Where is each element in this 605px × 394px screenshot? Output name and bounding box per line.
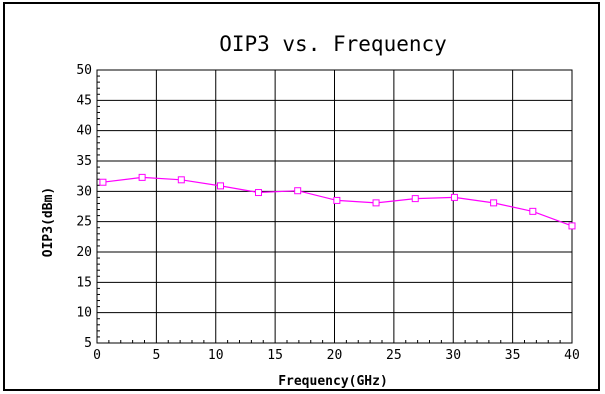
data-point-marker: [177, 176, 185, 184]
data-point-marker: [294, 187, 302, 195]
x-tick-label: 5: [152, 348, 160, 363]
data-point-marker: [333, 196, 341, 204]
y-tick-label: 25: [76, 215, 92, 230]
chart-title: OIP3 vs. Frequency: [219, 32, 447, 56]
x-tick-label: 10: [208, 348, 224, 363]
y-tick-label: 10: [76, 306, 92, 321]
data-point-marker: [372, 199, 380, 207]
x-tick-label: 40: [564, 348, 580, 363]
y-tick-label: 40: [76, 124, 92, 139]
x-tick-label: 15: [267, 348, 283, 363]
data-point-marker: [529, 207, 537, 215]
y-tick-label: 35: [76, 154, 92, 169]
y-tick-label: 20: [76, 245, 92, 260]
y-axis-label: OIP3(dBm): [41, 187, 56, 257]
data-point-marker: [568, 222, 576, 230]
y-tick-labels: 5 10 15 20 25 30 35 40 45 50: [76, 63, 92, 351]
x-tick-label: 35: [505, 348, 521, 363]
data-point-marker: [490, 199, 498, 207]
y-tick-label: 45: [76, 93, 92, 108]
series-group: [99, 173, 576, 230]
y-tick-label: 5: [84, 336, 92, 351]
x-axis-label: Frequency(GHz): [278, 374, 388, 389]
grid-lines: [96, 69, 573, 344]
y-tick-label: 15: [76, 275, 92, 290]
data-point-marker: [450, 193, 458, 201]
data-point-marker: [99, 178, 107, 186]
data-point-marker: [255, 189, 262, 197]
data-point-marker: [411, 195, 419, 203]
y-tick-label: 30: [76, 184, 92, 199]
x-tick-labels: 0 5 10 15 20 25 30 35 40: [93, 348, 580, 363]
plot-area: [96, 69, 573, 344]
x-tick-label: 25: [386, 348, 402, 363]
data-point-marker: [217, 182, 224, 190]
data-point-marker: [138, 173, 146, 181]
minor-ticks: [97, 75, 561, 343]
x-tick-label: 0: [93, 348, 101, 363]
chart-frame: [3, 2, 600, 391]
x-tick-label: 30: [445, 348, 461, 363]
y-tick-label: 50: [76, 63, 92, 78]
x-tick-label: 20: [327, 348, 343, 363]
